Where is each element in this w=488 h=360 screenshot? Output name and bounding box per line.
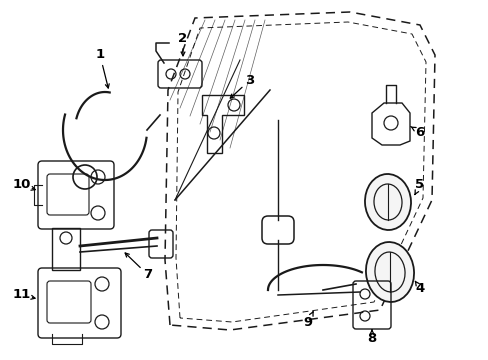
Text: 3: 3 [245, 73, 254, 86]
Text: 6: 6 [414, 126, 424, 139]
Text: 11: 11 [13, 288, 31, 302]
Text: 8: 8 [366, 332, 376, 345]
Text: 5: 5 [415, 179, 424, 192]
Ellipse shape [365, 242, 413, 302]
Text: 2: 2 [178, 31, 187, 45]
Text: 4: 4 [414, 282, 424, 294]
Text: 7: 7 [143, 269, 152, 282]
Text: 10: 10 [13, 179, 31, 192]
Ellipse shape [364, 174, 410, 230]
Text: 1: 1 [95, 49, 104, 62]
Circle shape [73, 165, 97, 189]
Text: 9: 9 [303, 315, 312, 328]
